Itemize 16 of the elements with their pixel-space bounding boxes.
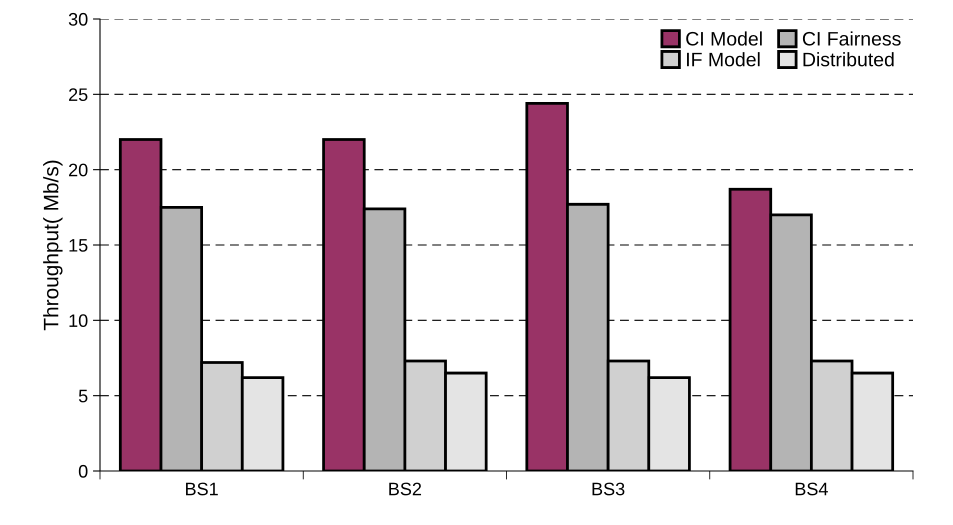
y-tick-label: 0: [78, 464, 88, 478]
legend-label: CI Model: [686, 31, 762, 46]
x-tick-label: BS4: [796, 482, 828, 496]
legend-label: Distributed: [804, 52, 894, 66]
y-tick-label: 5: [78, 390, 88, 402]
y-tick-label: 20: [69, 164, 88, 176]
x-tick-label: BS1: [186, 482, 218, 496]
legend-label: IF Model: [687, 52, 760, 66]
legend-label: CI Fairness: [802, 31, 901, 46]
y-tick-label: 10: [69, 314, 88, 328]
y-tick-label: 25: [69, 88, 88, 102]
y-tick-label: 30: [68, 12, 88, 26]
y-tick-label: 15: [69, 239, 88, 252]
x-tick-label: BS3: [592, 482, 624, 496]
x-tick-label: BS2: [389, 482, 422, 496]
y-axis-title: Throughput( Mb/s): [43, 160, 63, 330]
